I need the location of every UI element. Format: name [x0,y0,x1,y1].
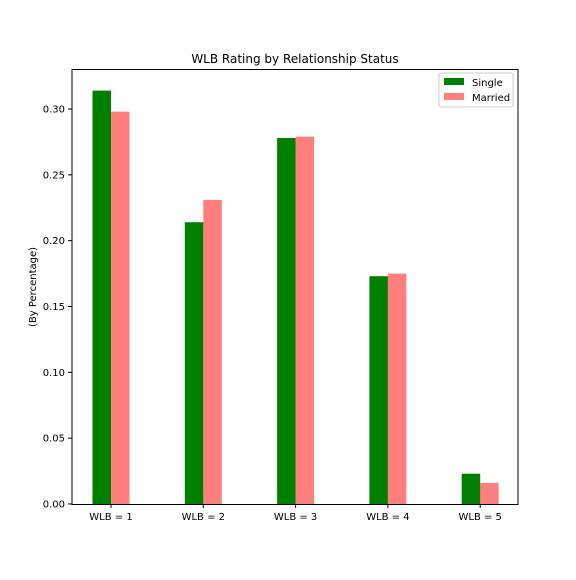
x-tick-label-3: WLB = 3 [274,512,317,523]
bar-single-5 [461,473,481,504]
legend-label-married: Married [472,93,510,104]
bar-married-4 [387,273,407,504]
y-axis-label: (By Percentage) [28,247,39,327]
legend: Single Married [438,72,514,108]
bar-married-5 [480,482,499,504]
x-tick-label-4: WLB = 4 [366,512,409,523]
y-tick-label-6: 0.30 [43,105,65,116]
y-tick-label-2: 0.10 [43,368,65,379]
bar-married-1 [111,111,130,504]
x-tick-label-1: WLB = 1 [89,512,132,523]
bar-single-1 [92,90,111,504]
y-tick-label-4: 0.20 [43,236,65,247]
y-tick-label-5: 0.25 [43,170,65,181]
bars-layer [92,90,499,505]
plot-frame [71,69,519,505]
y-tick-label-0: 0.00 [43,500,65,511]
x-axis: WLB = 1 WLB = 2 WLB = 3 WLB = 4 WLB = 5 [89,504,502,523]
bar-single-4 [369,276,388,504]
chart-title: WLB Rating by Relationship Status [191,52,398,66]
legend-swatch-single [444,78,464,85]
y-tick-label-3: 0.15 [43,302,65,313]
legend-swatch-married [444,93,464,100]
x-tick-label-2: WLB = 2 [182,512,225,523]
bar-married-2 [203,199,222,504]
bar-married-3 [295,136,315,504]
bar-single-3 [277,137,296,504]
bar-single-2 [184,222,204,505]
x-tick-label-5: WLB = 5 [458,512,501,523]
legend-label-single: Single [472,78,503,89]
y-tick-label-1: 0.05 [43,434,65,445]
y-axis: 0.00 0.05 0.10 0.15 0.20 0.25 0.30 [43,105,72,511]
